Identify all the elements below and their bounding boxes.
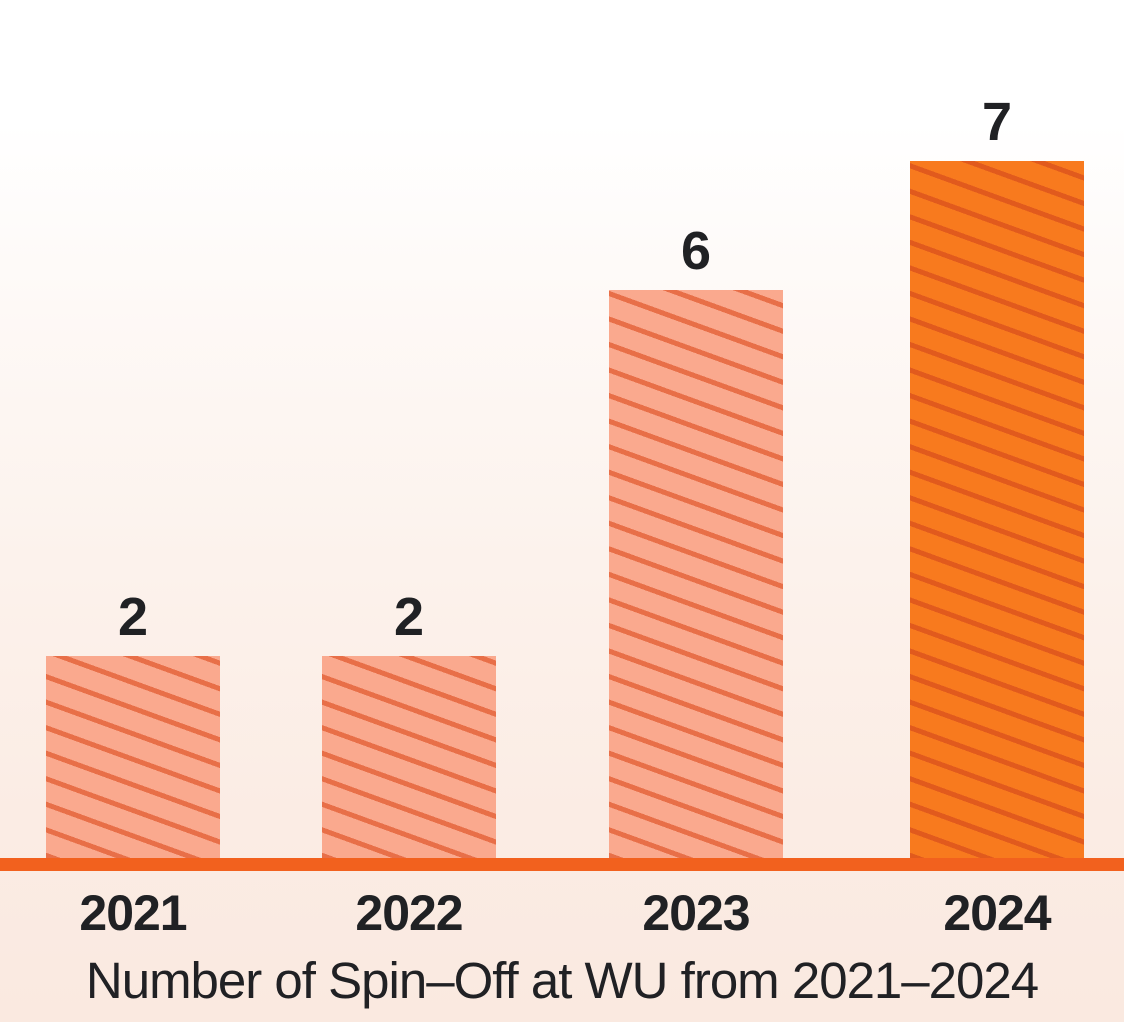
value-label-2021: 2	[117, 587, 149, 647]
x-tick-2024: 2024	[943, 885, 1051, 941]
x-tick-2021: 2021	[79, 885, 187, 941]
value-label-2022: 2	[393, 587, 425, 647]
bar-2024	[910, 161, 1084, 858]
x-axis-baseline	[0, 858, 1124, 871]
bar-2021	[46, 656, 220, 858]
x-tick-2023: 2023	[642, 885, 750, 941]
bar-2022	[322, 656, 496, 858]
bar-2023	[609, 290, 783, 858]
value-label-2023: 6	[680, 221, 712, 281]
value-label-2024: 7	[981, 92, 1013, 152]
chart-title: Number of Spin–Off at WU from 2021–2024	[85, 952, 1039, 1009]
x-tick-2022: 2022	[355, 885, 463, 941]
